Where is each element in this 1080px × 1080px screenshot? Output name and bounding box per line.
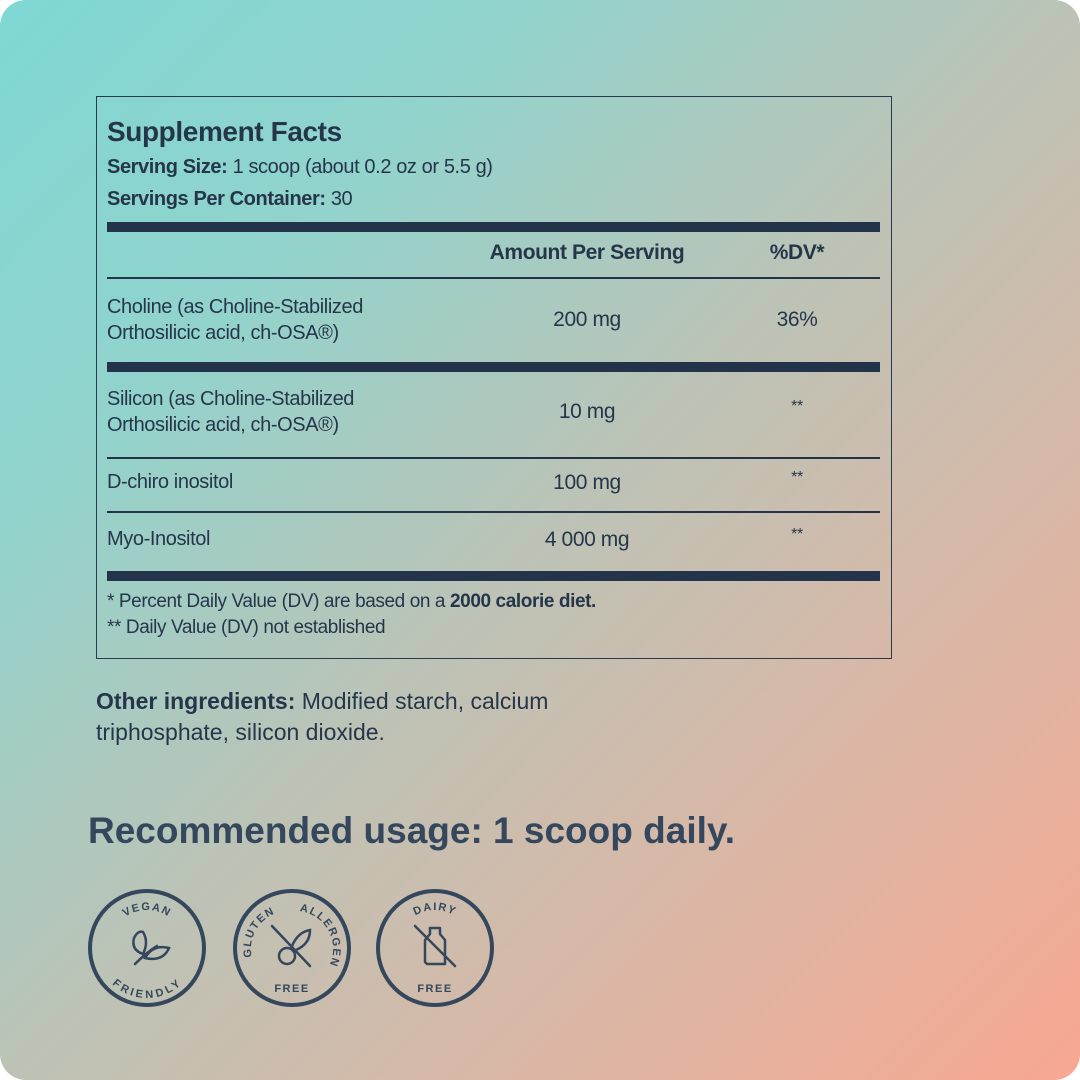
svg-text:VEGAN: VEGAN — [121, 901, 174, 919]
footnote-not-established: ** Daily Value (DV) not established — [107, 617, 386, 638]
servings-label: Servings Per Container: — [107, 188, 326, 210]
facts-title: Supplement Facts — [107, 116, 342, 147]
nutrient-line: Orthosilicic acid, ch-OSA®) — [107, 414, 339, 436]
nutrient-dv: 36% — [776, 308, 818, 331]
divider-thin — [107, 277, 880, 279]
other-ingredients-text: Modified starch, calcium — [295, 688, 549, 714]
supplement-facts-panel — [96, 96, 892, 659]
nutrient-name: Myo-Inositol — [107, 528, 211, 550]
other-ingredients-label: Other ingredients: — [96, 688, 296, 714]
divider-thick — [107, 571, 880, 581]
servings-per-container: Servings Per Container: 30 — [107, 188, 353, 211]
footnote-dv: * Percent Daily Value (DV) are based on … — [107, 591, 596, 613]
svg-text:DAIRY: DAIRY — [412, 901, 459, 918]
divider-thin — [107, 511, 880, 513]
serving-size-label: Serving Size: — [107, 156, 228, 178]
divider-thick — [107, 222, 880, 232]
footnote-bold: 2000 calorie diet. — [449, 591, 596, 612]
nutrient-amount: 4 000 mg — [544, 528, 630, 551]
serving-size: Serving Size: 1 scoop (about 0.2 oz or 5… — [107, 156, 493, 179]
other-ingredients-text: triphosphate, silicon dioxide. — [96, 719, 385, 745]
nutrient-name: Choline (as Choline-Stabilized Orthosilic… — [107, 294, 363, 346]
badge-top-text: VEGAN — [121, 901, 172, 919]
divider-thin — [107, 457, 880, 459]
other-ingredients: Other ingredients: Modified starch, calc… — [96, 686, 548, 748]
nutrient-name: Silicon (as Choline-Stabilized Orthosilic… — [107, 386, 354, 438]
gluten-allergen-free-badge: GLUTEN ALLERGEN FREE — [233, 889, 351, 1007]
dairy-free-badge: DAIRY FREE — [376, 889, 494, 1007]
wheat-crossed-icon — [270, 924, 312, 968]
badge-top-text: DAIRY — [412, 901, 458, 918]
nutrient-dv: ** — [791, 398, 803, 415]
milk-bottle-crossed-icon — [413, 924, 457, 968]
badge-bottom-text: FREE — [274, 983, 309, 995]
nutrient-amount: 100 mg — [553, 471, 621, 494]
nutrient-amount: 200 mg — [553, 308, 621, 331]
col-header-dv: %DV* — [769, 241, 825, 264]
footnote-text: * Percent Daily Value (DV) are based on … — [107, 591, 450, 612]
nutrient-line: Orthosilicic acid, ch-OSA®) — [107, 322, 339, 344]
nutrient-amount: 10 mg — [558, 400, 616, 423]
nutrient-name: D-chiro inositol — [107, 471, 233, 493]
leaf-icon — [132, 930, 171, 966]
nutrient-line: Silicon (as Choline-Stabilized — [107, 388, 355, 410]
badge-bottom-text: FREE — [417, 983, 452, 995]
recommended-usage: Recommended usage: 1 scoop daily. — [88, 810, 735, 851]
col-header-amount: Amount Per Serving — [489, 241, 685, 264]
nutrient-line: Choline (as Choline-Stabilized — [107, 296, 363, 318]
divider-thick — [107, 362, 880, 372]
vegan-friendly-badge: VEGAN FRIENDLY — [88, 889, 206, 1007]
servings-value: 30 — [325, 188, 353, 210]
nutrient-dv: ** — [791, 526, 803, 543]
nutrient-dv: ** — [791, 469, 803, 486]
serving-size-value: 1 scoop (about 0.2 oz or 5.5 g) — [227, 156, 493, 178]
